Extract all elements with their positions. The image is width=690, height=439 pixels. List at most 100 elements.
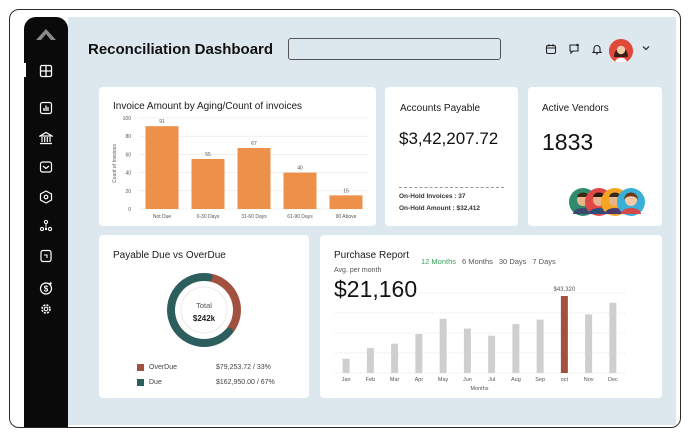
bar[interactable] — [415, 333, 423, 373]
bar[interactable] — [366, 348, 374, 373]
overdue-label: OverDue — [149, 364, 178, 371]
x-tick-label: 31-60 Days — [241, 214, 267, 220]
x-tick-label: Sep — [535, 377, 545, 383]
mail-icon — [39, 161, 53, 173]
dollar-icon: $ — [39, 282, 53, 295]
x-tick-label: Aug — [511, 377, 521, 383]
grid-icon — [39, 64, 53, 78]
search-input[interactable] — [288, 38, 501, 60]
purchase-tabs: 12 Months 6 Months 30 Days 7 Days — [421, 251, 562, 269]
sidebar-item-network[interactable] — [37, 217, 55, 235]
x-tick-label: Apr — [415, 377, 424, 383]
tab-30-days[interactable]: 30 Days — [498, 257, 527, 266]
sidebar: $ — [24, 17, 68, 427]
sidebar-item-dollar[interactable]: $ — [37, 279, 55, 297]
calendar-icon[interactable] — [545, 43, 557, 55]
sidebar-item-inbox[interactable] — [37, 158, 55, 176]
bar[interactable] — [145, 126, 179, 209]
x-tick-label: Dec — [608, 377, 618, 383]
bank-icon — [39, 131, 53, 145]
bar[interactable] — [609, 302, 617, 373]
on-hold-amount: On-Hold Amount : $32,412 — [399, 205, 481, 212]
payable-card: Payable Due vs OverDue Total $242k OverD… — [99, 235, 309, 398]
logo-icon — [36, 29, 56, 40]
x-axis-label: Months — [470, 386, 488, 392]
bar[interactable] — [585, 314, 593, 373]
x-tick-label: oct — [561, 377, 569, 383]
main-content: Reconciliation Dashboard Invoice Amount … — [68, 17, 676, 425]
bar-value-label: 15 — [343, 188, 349, 194]
purchase-card: Purchase Report 12 Months 6 Months 30 Days… — [320, 235, 662, 398]
bar[interactable] — [463, 328, 471, 373]
accounts-payable-title: Accounts Payable — [400, 103, 481, 114]
donut-slice-due[interactable] — [167, 273, 233, 347]
active-indicator — [24, 63, 26, 77]
bar[interactable] — [283, 172, 317, 209]
on-hold-invoices: On-Hold Invoices : 37 — [399, 193, 466, 200]
divider — [399, 187, 504, 188]
avatar[interactable] — [609, 39, 633, 63]
overdue-value: $79,253.72 / 33% — [216, 364, 271, 371]
tab-7-days[interactable]: 7 Days — [532, 257, 556, 266]
aging-chart-title: Invoice Amount by Aging/Count of invoice… — [113, 101, 303, 112]
x-tick-label: 61-90 Days — [287, 214, 313, 220]
accounts-payable-card: Accounts Payable $3,42,207.72 On-Hold In… — [385, 87, 518, 226]
tab-12-months[interactable]: 12 Months — [421, 257, 457, 266]
donut-slice-overdue[interactable] — [206, 273, 241, 334]
bell-icon[interactable] — [591, 43, 603, 55]
y-tick-label: 40 — [125, 171, 131, 177]
aging-chart-card: Invoice Amount by Aging/Count of invoice… — [99, 87, 376, 226]
x-tick-label: Jan — [342, 377, 351, 383]
donut-inner-ring — [180, 286, 228, 334]
bar[interactable] — [536, 319, 544, 373]
bar[interactable] — [342, 358, 350, 373]
sidebar-item-dashboard[interactable] — [37, 62, 55, 80]
legend-due: Due $162,950.00 / 67% — [137, 379, 275, 386]
y-tick-label: 100 — [123, 116, 132, 122]
due-value: $162,950.00 / 67% — [216, 379, 275, 386]
sidebar-item-document[interactable] — [37, 247, 55, 265]
page-title: Reconciliation Dashboard — [88, 41, 274, 58]
x-tick-label: Jun — [463, 377, 472, 383]
chat-icon[interactable] — [568, 43, 580, 55]
network-icon — [39, 219, 53, 232]
active-vendors-card: Active Vendors 1833 — [528, 87, 662, 226]
gear-icon — [41, 304, 51, 314]
bar[interactable] — [488, 335, 496, 373]
x-tick-label: Nov — [584, 377, 594, 383]
sidebar-item-gear[interactable] — [37, 300, 55, 318]
tab-6-months[interactable]: 6 Months — [462, 257, 493, 266]
bar[interactable] — [439, 318, 447, 373]
bar-value-label: 91 — [159, 119, 165, 125]
svg-text:$: $ — [44, 285, 49, 294]
legend-overdue: OverDue $79,253.72 / 33% — [137, 364, 271, 371]
bar[interactable] — [391, 343, 399, 373]
y-tick-label: 60 — [125, 152, 131, 158]
vendor-avatar-icon — [617, 188, 645, 216]
avg-label: Avg. per month — [334, 267, 382, 274]
bar-value-label: 55 — [205, 152, 211, 158]
overdue-swatch — [137, 364, 144, 371]
bar[interactable] — [329, 195, 363, 209]
due-swatch — [137, 379, 144, 386]
vendor-avatars — [569, 188, 645, 216]
purchase-chart: Jan Feb Mar Apr May Jun Jul Aug Sep oct $43,320 Nov… — [334, 287, 625, 392]
due-label: Due — [149, 379, 162, 386]
accounts-payable-amount: $3,42,207.72 — [399, 129, 499, 148]
bar[interactable] — [512, 324, 520, 373]
highlight-value-label: $43,320 — [554, 287, 576, 293]
bar[interactable] — [560, 295, 568, 373]
payable-title: Payable Due vs OverDue — [113, 250, 226, 261]
sidebar-item-reports[interactable] — [37, 99, 55, 117]
bar-value-label: 40 — [297, 166, 303, 172]
chevron-down-icon[interactable] — [641, 43, 651, 53]
purchase-title: Purchase Report — [334, 250, 410, 261]
bar[interactable] — [237, 148, 271, 209]
avg-value: $21,160 — [334, 276, 418, 302]
sidebar-item-settings-hex[interactable] — [37, 188, 55, 206]
document-icon — [40, 249, 52, 263]
x-tick-label: 90 Above — [336, 214, 357, 220]
sidebar-item-bank[interactable] — [37, 129, 55, 147]
bar[interactable] — [191, 158, 225, 209]
user-avatar-icon — [609, 39, 633, 63]
